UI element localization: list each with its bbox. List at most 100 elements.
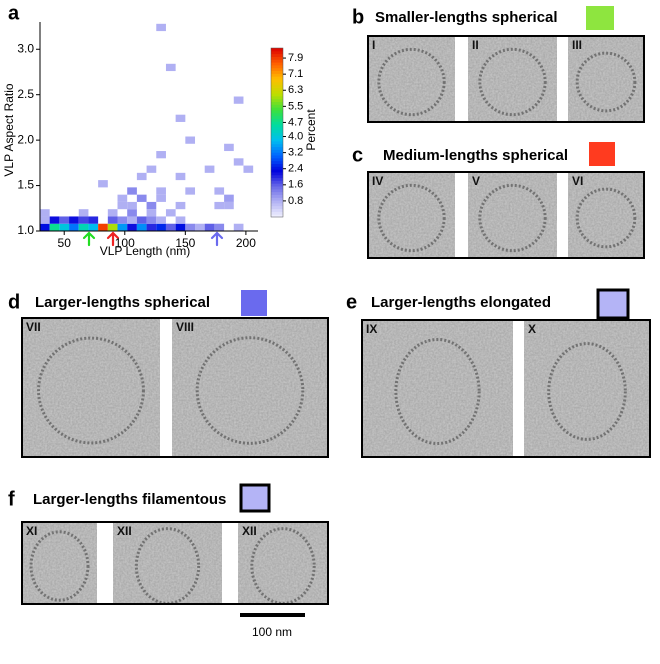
heatmap-cell <box>146 223 157 231</box>
colorbar-segment <box>271 202 283 207</box>
heatmap-cell <box>175 223 186 231</box>
heatmap-cell <box>98 180 108 188</box>
colorbar-tick-label: 5.5 <box>288 100 303 112</box>
colorbar-segment <box>271 157 283 162</box>
particle <box>377 183 446 253</box>
particle <box>195 336 305 445</box>
heatmap-cell <box>136 172 147 181</box>
panel-label: b <box>352 6 364 28</box>
colorbar-segment <box>271 98 283 103</box>
colorbar-segment <box>271 93 283 97</box>
y-tick-label: 1.0 <box>17 223 34 237</box>
colorbar-tick-label: 6.3 <box>288 84 303 96</box>
heatmap-cell <box>40 216 50 224</box>
heatmap-cell <box>185 136 196 144</box>
colorbar-segment <box>271 78 283 83</box>
image-gap <box>557 36 568 122</box>
heatmap-cell <box>59 223 70 231</box>
heatmap-cell <box>214 187 225 195</box>
heatmap-cell <box>224 194 234 202</box>
colorbar-segment <box>271 180 283 184</box>
particle <box>29 530 90 602</box>
image-label: II <box>472 38 479 52</box>
heatmap-cell <box>107 216 118 224</box>
colorbar-segment <box>271 174 283 179</box>
scale-bar-label: 100 nm <box>252 625 292 639</box>
heatmap-cell <box>165 209 176 217</box>
heatmap-cell <box>127 209 137 217</box>
image-gap <box>557 172 568 258</box>
heatmap-cell <box>146 216 157 224</box>
micrograph-frame <box>21 521 329 605</box>
heatmap-cell <box>243 165 254 173</box>
image-label: I <box>372 38 375 52</box>
heatmap-cell <box>40 209 50 217</box>
colorbar-segment <box>271 155 283 159</box>
colorbar-segment <box>271 169 283 173</box>
colorbar-segment <box>271 138 283 142</box>
colorbar-tick-label: 1.6 <box>288 179 303 191</box>
image-label: IV <box>372 174 383 188</box>
colorbar-segment <box>271 146 283 150</box>
colorbar-segment <box>271 211 283 215</box>
image-gap <box>160 318 172 457</box>
heatmap-cell <box>127 187 137 195</box>
micrograph-noise <box>368 36 644 122</box>
x-tick-label: 50 <box>58 236 72 250</box>
panel-title: Smaller-lengths spherical <box>375 9 558 26</box>
colorbar-segment <box>271 183 283 187</box>
panel-title: Larger-lengths spherical <box>35 294 210 311</box>
heatmap-cell <box>127 201 137 210</box>
color-swatch <box>241 290 267 316</box>
colorbar-segment <box>271 81 283 86</box>
heatmap-cell <box>117 201 128 210</box>
colorbar-segment <box>271 76 283 80</box>
colorbar-tick-label: 4.7 <box>288 116 303 128</box>
colorbar-segment <box>271 73 283 77</box>
heatmap-cell <box>214 201 225 210</box>
heatmap-cell <box>165 63 176 72</box>
y-tick-label: 1.5 <box>17 178 34 192</box>
heatmap-cell <box>146 209 157 217</box>
colorbar-segment <box>271 126 283 131</box>
panel-label: f <box>8 488 15 510</box>
heatmap-cell <box>156 187 166 195</box>
heatmap-cell <box>88 223 99 231</box>
heatmap-cell <box>195 223 205 231</box>
panel-label: a <box>8 2 20 24</box>
colorbar-segment <box>271 84 283 88</box>
colorbar-segment <box>271 129 283 133</box>
heatmap-cell <box>156 151 166 159</box>
heatmap-cell <box>204 165 215 173</box>
colorbar-segment <box>271 197 283 201</box>
image-label: VI <box>572 174 583 188</box>
heatmap-cell <box>49 216 60 224</box>
color-swatch <box>596 288 630 320</box>
y-tick-label: 2.0 <box>17 132 34 146</box>
heatmap-cell <box>185 223 196 231</box>
heatmap-cell <box>165 223 176 231</box>
image-label: XII <box>242 524 257 538</box>
heatmap-cell <box>233 223 244 231</box>
colorbar-segment <box>271 48 283 52</box>
colorbar-segment <box>271 200 283 204</box>
heatmap-cell <box>233 158 244 166</box>
micrograph-noise <box>22 522 328 604</box>
colorbar-segment <box>271 191 283 195</box>
colorbar-tick-label: 7.1 <box>288 68 303 80</box>
panel-title: Larger-lengths elongated <box>371 294 551 311</box>
panel-title: Medium-lengths spherical <box>383 147 568 164</box>
colorbar-segment <box>271 95 283 100</box>
colorbar-segment <box>271 132 283 136</box>
heatmap-cell <box>175 172 186 181</box>
colorbar-segment <box>271 166 283 170</box>
heatmap-cell <box>204 223 215 231</box>
heatmap-cell <box>107 209 118 217</box>
colorbar-segment <box>271 177 283 181</box>
heatmap-cell <box>136 194 147 202</box>
colorbar-segment <box>271 56 283 60</box>
image-gap <box>513 320 524 457</box>
micrograph-frame <box>21 317 329 458</box>
heatmap-cell <box>117 216 128 224</box>
